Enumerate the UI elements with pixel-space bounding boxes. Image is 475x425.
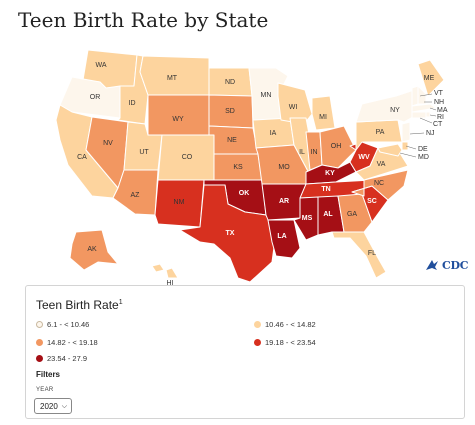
legend-label: 6.1 - < 10.46 [47, 320, 90, 329]
state-ma[interactable] [411, 103, 437, 113]
state-label-co: CO [182, 154, 193, 161]
state-label-me: ME [424, 75, 435, 82]
state-oh[interactable] [319, 125, 357, 169]
state-label-tx: TX [226, 230, 235, 237]
state-label-wa: WA [95, 62, 106, 69]
legend-item: 19.18 - < 23.54 [254, 338, 316, 347]
legend-swatch [254, 339, 261, 346]
state-label-tn: TN [321, 186, 330, 193]
state-label-nj: NJ [426, 130, 435, 137]
state-label-wv: WV [358, 154, 370, 161]
state-label-az: AZ [131, 192, 141, 199]
state-hi-island[interactable] [165, 267, 179, 279]
legend-label: 14.82 - < 19.18 [47, 338, 98, 347]
northeast-leader-lines [399, 93, 437, 158]
state-nm[interactable] [154, 179, 205, 228]
chevron-down-icon: ⌵ [61, 402, 67, 410]
legend-footnote-marker: 1 [118, 299, 123, 306]
state-label-ca: CA [77, 154, 87, 161]
state-nc[interactable] [351, 169, 409, 201]
state-me[interactable] [417, 59, 445, 97]
state-ak[interactable] [69, 229, 119, 271]
state-label-ar: AR [279, 198, 289, 205]
legend-title: Teen Birth Rate1 [36, 298, 123, 312]
state-label-wy: WY [172, 116, 184, 123]
state-label-de: DE [418, 146, 428, 153]
state-label-ga: GA [347, 211, 357, 218]
state-label-in: IN [311, 149, 318, 156]
state-label-nc: NC [374, 180, 384, 187]
state-label-ms: MS [302, 215, 313, 222]
year-label: YEAR [36, 387, 54, 393]
state-label-ut: UT [139, 149, 149, 156]
legend-item: 10.46 - < 14.82 [254, 320, 316, 329]
state-label-ct: CT [433, 121, 443, 128]
state-label-fl: FL [368, 250, 376, 257]
state-label-ok: OK [239, 190, 250, 197]
state-ny[interactable] [355, 89, 419, 123]
state-fl[interactable] [331, 231, 387, 279]
state-label-nm: NM [174, 199, 185, 206]
page-title: Teen Birth Rate by State [18, 8, 269, 32]
state-mi[interactable] [311, 95, 336, 131]
state-de[interactable] [401, 141, 409, 151]
state-label-or: OR [90, 94, 101, 101]
state-label-ky: KY [325, 170, 335, 177]
state-label-ny: NY [390, 107, 400, 114]
state-label-nv: NV [103, 140, 113, 147]
state-label-sc: SC [367, 198, 377, 205]
legend-panel: Teen Birth Rate1 6.1 - < 10.46 10.46 - <… [25, 285, 465, 419]
cdc-logo[interactable]: CDC [425, 258, 468, 272]
state-ri[interactable] [425, 111, 431, 118]
state-label-oh: OH [331, 143, 342, 150]
filters-heading: Filters [36, 370, 61, 379]
state-label-ri: RI [437, 114, 444, 121]
legend-label: 19.18 - < 23.54 [265, 338, 316, 347]
state-label-ia: IA [270, 130, 277, 137]
state-label-nh: NH [434, 99, 444, 106]
legend-label: 23.54 - 27.9 [47, 354, 88, 363]
state-label-wi: WI [289, 104, 298, 111]
legend-label: 10.46 - < 14.82 [265, 320, 316, 329]
state-label-il: IL [299, 149, 305, 156]
state-label-sd: SD [225, 108, 235, 115]
state-hi[interactable] [151, 263, 165, 273]
state-label-nd: ND [225, 79, 235, 86]
state-nj[interactable] [401, 121, 411, 143]
legend-item: 23.54 - 27.9 [36, 354, 87, 363]
state-label-ne: NE [227, 137, 237, 144]
state-label-mn: MN [261, 92, 272, 99]
state-label-la: LA [277, 233, 286, 240]
state-label-al: AL [323, 211, 333, 218]
year-select[interactable]: 2020 ⌵ [34, 398, 72, 414]
state-label-md: MD [418, 154, 429, 161]
legend-title-text: Teen Birth Rate [36, 298, 119, 312]
us-map: WA OR CA ID NV AZ UT MT WY CO NM ND SD N… [55, 49, 448, 285]
state-label-mt: MT [167, 75, 178, 82]
cdc-logo-text: CDC [442, 258, 469, 272]
state-tx[interactable] [179, 184, 277, 283]
legend-swatch [36, 321, 43, 328]
legend-swatch [36, 355, 43, 362]
state-label-ak: AK [87, 246, 97, 253]
state-ct[interactable] [411, 111, 427, 119]
state-label-pa: PA [376, 129, 385, 136]
state-label-hi: HI [167, 280, 174, 285]
state-ar[interactable] [261, 183, 307, 221]
state-label-ma: MA [437, 107, 448, 114]
legend-swatch [254, 321, 261, 328]
state-label-mi: MI [319, 114, 327, 121]
legend-item: 14.82 - < 19.18 [36, 338, 98, 347]
hhs-eagle-icon [426, 260, 438, 270]
legend-swatch [36, 339, 43, 346]
state-label-va: VA [377, 161, 386, 168]
state-vt[interactable] [411, 85, 419, 107]
state-label-vt: VT [434, 90, 444, 97]
year-select-value: 2020 [40, 401, 58, 411]
legend-item: 6.1 - < 10.46 [36, 320, 89, 329]
state-label-id: ID [129, 100, 136, 107]
state-label-ks: KS [233, 164, 243, 171]
state-label-mo: MO [278, 164, 290, 171]
